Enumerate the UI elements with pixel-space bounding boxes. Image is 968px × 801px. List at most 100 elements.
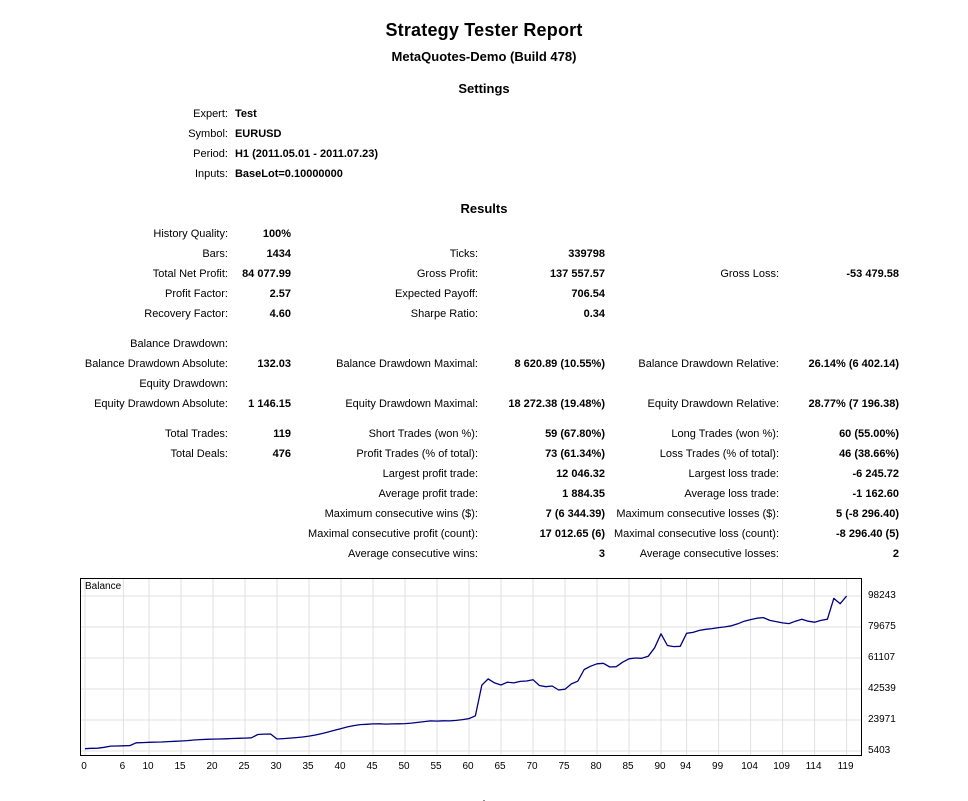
result-value: -8 296.40 (5) [836, 528, 899, 540]
x-tick-label: 15 [174, 761, 186, 772]
result-label: Profit Trades (% of total): [356, 448, 478, 460]
x-tick-label: 6 [119, 761, 126, 772]
result-label [69, 414, 228, 424]
x-tick-label: 114 [805, 761, 822, 772]
result-label [69, 484, 228, 504]
result-label: Balance Drawdown Absolute: [84, 358, 228, 370]
results-row: Profit Factor: 2.57 Expected Payoff: 706.54 [69, 284, 899, 304]
result-label: Maximum consecutive wins ($): [324, 508, 478, 520]
result-value: 59 (67.80%) [545, 428, 605, 440]
x-tick-label: 119 [837, 761, 854, 772]
result-label: Largest loss trade: [688, 468, 780, 480]
setting-value: EURUSD [234, 128, 282, 140]
y-tick-label: 79675 [868, 620, 896, 632]
settings-heading: Settings [458, 81, 510, 96]
result-value: 7 (6 344.39) [545, 508, 605, 520]
result-value: 706.54 [571, 288, 605, 300]
result-label: Equity Drawdown Relative: [647, 398, 779, 410]
result-value [779, 224, 899, 244]
result-label: Long Trades (won %): [671, 428, 779, 440]
result-label: Maximum consecutive losses ($): [616, 508, 779, 520]
result-value [228, 484, 291, 504]
result-label: Total Net Profit: [152, 268, 228, 280]
result-label [69, 504, 228, 524]
result-value: 476 [272, 448, 291, 460]
result-value [228, 464, 291, 484]
result-label [291, 414, 478, 424]
result-label: Loss Trades (% of total): [659, 448, 779, 460]
result-label: Average loss trade: [684, 488, 779, 500]
balance-line [84, 595, 848, 750]
x-tick-label: 99 [712, 761, 724, 772]
x-tick-label: 70 [526, 761, 538, 772]
results-row: Largest profit trade: 12 046.32 Largest lo… [69, 464, 899, 484]
result-label: Bars: [202, 248, 228, 260]
balance-chart-section: Balance 5403 23971 42539 61107 79675 98243 0 6… [0, 578, 968, 776]
x-tick-label: 45 [366, 761, 378, 772]
report-subtitle: MetaQuotes-Demo (Build 478) [391, 49, 577, 64]
result-label [69, 524, 228, 544]
result-value: 137 557.57 [549, 268, 605, 280]
result-label [605, 284, 779, 304]
result-value [228, 334, 291, 354]
result-label [291, 224, 478, 244]
result-value: 8 620.89 (10.55%) [514, 358, 605, 370]
results-row [69, 414, 899, 424]
setting-label: Inputs: [194, 168, 228, 180]
result-label: Sharpe Ratio: [410, 308, 478, 320]
result-label: Equity Drawdown Maximal: [345, 398, 478, 410]
result-label: Largest profit trade: [382, 468, 478, 480]
y-tick-label: 5403 [868, 744, 891, 756]
results-row: Total Trades: 119 Short Trades (won %): 59 … [69, 424, 899, 444]
result-value [228, 504, 291, 524]
results-row: Average profit trade: 1 884.35 Average los… [69, 484, 899, 504]
results-table: History Quality: 100% Bars: 1434 Ticks: 33979… [69, 224, 899, 564]
results-row: Bars: 1434 Ticks: 339798 [69, 244, 899, 264]
result-value [779, 324, 899, 334]
setting-value: Test [234, 108, 257, 120]
result-label: Average consecutive wins: [347, 548, 478, 560]
result-value [228, 544, 291, 564]
result-label [69, 324, 228, 334]
result-value [779, 334, 899, 354]
result-value [779, 414, 899, 424]
result-value [478, 374, 605, 394]
x-tick-label: 94 [680, 761, 692, 772]
result-label: Expected Payoff: [395, 288, 478, 300]
result-label: Maximal consecutive profit (count): [308, 528, 478, 540]
balance-chart-plot: Balance [80, 578, 862, 756]
result-label: History Quality: [153, 228, 228, 240]
x-tick-label: 20 [206, 761, 218, 772]
setting-label: Symbol: [188, 128, 228, 140]
result-value [228, 524, 291, 544]
result-label: Profit Factor: [165, 288, 228, 300]
results-row: Balance Drawdown: [69, 334, 899, 354]
result-value: 339798 [568, 248, 605, 260]
result-label: Average profit trade: [378, 488, 478, 500]
result-label [69, 464, 228, 484]
result-value: 60 (55.00%) [839, 428, 899, 440]
x-tick-label: 10 [142, 761, 154, 772]
x-tick-label: 109 [773, 761, 790, 772]
settings-row: Expert: Test [69, 104, 899, 124]
x-tick-label: 0 [81, 761, 87, 772]
result-value: -1 162.60 [852, 488, 899, 500]
settings-table: Expert: Test Symbol: EURUSD Period: H1 (2011.… [69, 104, 899, 184]
x-tick-label: 90 [654, 761, 666, 772]
x-tick-label: 50 [398, 761, 410, 772]
results-row [69, 324, 899, 334]
result-label [605, 224, 779, 244]
result-label: Maximal consecutive loss (count): [613, 528, 779, 540]
result-value: 17 012.65 (6) [539, 528, 605, 540]
x-tick-label: 80 [590, 761, 602, 772]
result-label [605, 414, 779, 424]
x-tick-label: 75 [558, 761, 570, 772]
result-value: -53 479.58 [846, 268, 899, 280]
result-value: 1 884.35 [562, 488, 605, 500]
result-value: 26.14% (6 402.14) [808, 358, 899, 370]
results-row: Equity Drawdown Absolute: 1 146.15 Equity … [69, 394, 899, 414]
x-tick-label: 60 [462, 761, 474, 772]
results-row: History Quality: 100% [69, 224, 899, 244]
setting-value: BaseLot=0.10000000 [234, 168, 343, 180]
setting-value: H1 (2011.05.01 - 2011.07.23) [234, 148, 379, 160]
